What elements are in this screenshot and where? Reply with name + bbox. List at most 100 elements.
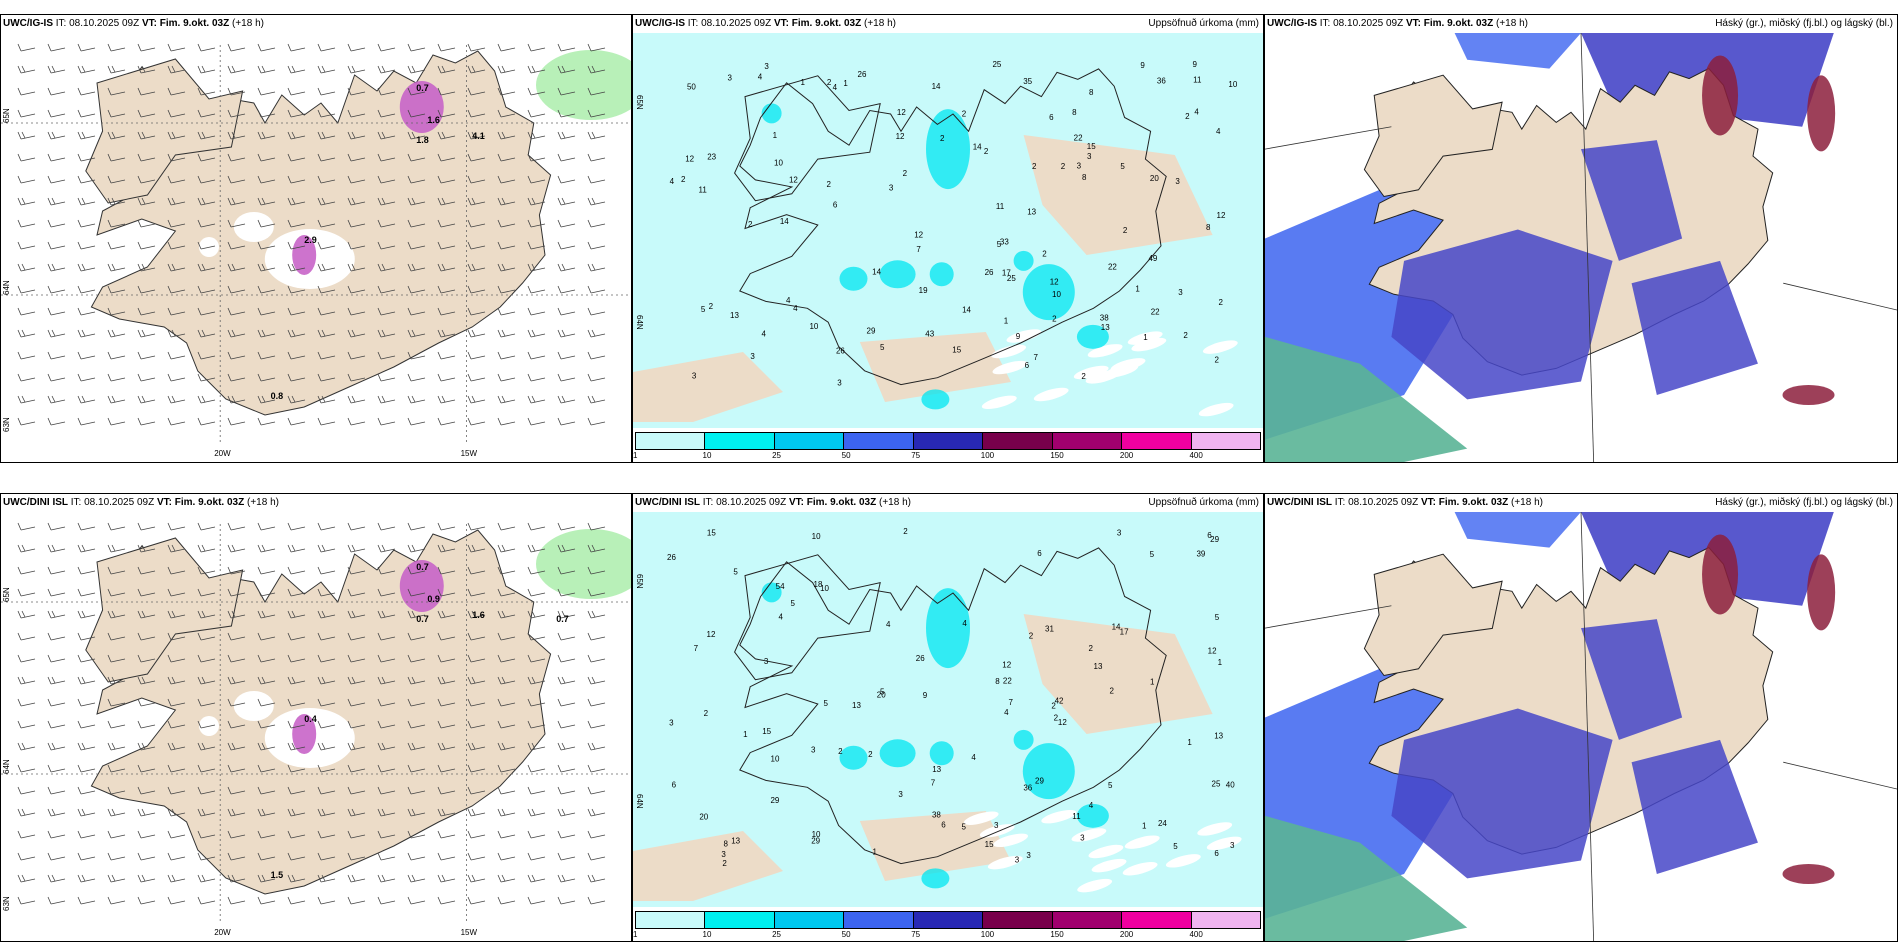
wind-barb-flag — [77, 720, 82, 729]
wind-barb — [110, 526, 126, 531]
precip-value-label: 8 — [1089, 88, 1094, 97]
wind-barb — [530, 91, 546, 96]
wind-barb-flag — [21, 808, 26, 816]
land-dry-area — [1023, 614, 1213, 734]
colorbar-label: 10 — [702, 451, 712, 460]
wind-barb-flag — [471, 65, 476, 73]
panel-header: UWC/IG-IS IT: 08.10.2025 09Z VT: Fim. 9.… — [1267, 18, 1528, 29]
wind-barb-flag — [107, 109, 112, 118]
wind-barb — [470, 69, 486, 74]
wind-barb-flag — [137, 566, 142, 575]
wind-barb-flag — [497, 764, 502, 773]
precip-value-label: 4 — [1089, 801, 1094, 810]
precip-value-label: 8 — [723, 840, 728, 849]
no-precip-gap — [1103, 364, 1139, 378]
precip-value-label: 5 — [1150, 550, 1155, 559]
wind-barb-flag — [497, 43, 502, 52]
wind-barb-flag — [167, 285, 172, 294]
wind-barb-flag — [227, 852, 232, 861]
wind-barb — [80, 333, 96, 338]
no-precip-gap — [987, 855, 1023, 870]
wind-barb-flag — [557, 131, 562, 140]
field-value-label: 1.5 — [271, 870, 284, 880]
wind-barb — [200, 179, 216, 184]
wind-barb — [350, 113, 366, 118]
wind-barb-flag — [257, 285, 262, 294]
wind-barb — [50, 834, 66, 839]
wind-barb-flag — [591, 131, 596, 139]
wind-barb-flag — [227, 43, 232, 52]
wind-barb-flag — [51, 329, 56, 337]
wind-barb-flag — [167, 329, 172, 338]
wind-barb — [500, 636, 516, 641]
wind-barb-flag — [377, 109, 382, 118]
precip-value-label: 12 — [1208, 647, 1217, 656]
wind-barb-flag — [557, 874, 562, 883]
wind-barb — [140, 526, 156, 531]
wind-barb — [320, 91, 336, 96]
wind-barb-flag — [467, 43, 472, 52]
wind-barb-flag — [197, 698, 202, 707]
colorbar-label: 150 — [1050, 930, 1064, 939]
wind-barb-flag — [77, 153, 82, 162]
wind-barb-flag — [587, 43, 592, 52]
precip-value-label: 3 — [764, 657, 769, 666]
wind-barb — [200, 878, 216, 883]
precip-value-label: 8 — [1082, 173, 1087, 182]
wind-barb-flag — [347, 373, 352, 382]
wind-barb — [290, 724, 306, 729]
wind-barb-flag — [317, 351, 322, 360]
wind-barb-flag — [287, 351, 292, 360]
westfjords-coastline — [734, 554, 881, 681]
wind-barb — [200, 201, 216, 206]
wind-barb — [170, 223, 186, 228]
wind-barb — [320, 333, 336, 338]
mid-cloud-area — [1391, 229, 1613, 400]
wind-barb-flag — [77, 654, 82, 663]
wind-barb — [290, 570, 306, 575]
wind-barb-flag — [17, 241, 22, 250]
wind-barb — [440, 113, 456, 118]
wind-barb-flag — [437, 632, 442, 641]
wind-barb — [410, 658, 426, 663]
precip-area-heavy — [929, 262, 954, 287]
wind-barb — [350, 47, 366, 52]
wind-barb-flag — [441, 808, 446, 816]
wind-barb-flag — [437, 153, 442, 162]
precip-value-label: 2 — [984, 147, 989, 156]
wind-barb-flag — [591, 676, 596, 684]
wind-barb-flag — [411, 808, 416, 816]
wind-barb-flag — [77, 175, 82, 184]
wind-barb-flag — [111, 395, 116, 403]
wind-barb — [230, 812, 246, 817]
no-precip-gap — [991, 344, 1027, 359]
wind-barb-flag — [497, 131, 502, 140]
wind-barb-flag — [587, 896, 592, 905]
wind-barb — [230, 157, 246, 162]
wind-barb-flag — [587, 175, 592, 184]
wind-barb — [290, 680, 306, 685]
wind-barb — [410, 91, 426, 96]
init-time-label: IT: — [702, 497, 714, 508]
wind-barb-flag — [437, 417, 442, 426]
wind-barb-flag — [141, 874, 146, 882]
wind-barb-flag — [407, 522, 412, 531]
wind-barb — [560, 267, 576, 272]
wind-barb-flag — [321, 742, 326, 750]
wind-barb — [290, 768, 306, 773]
wind-barb-flag — [377, 241, 382, 250]
wind-barb — [560, 900, 576, 905]
wind-barb — [320, 201, 336, 206]
wind-barb — [410, 636, 426, 641]
colorbar-label: 75 — [911, 451, 921, 460]
wind-barb — [590, 570, 606, 575]
wind-barb-flag — [527, 329, 532, 338]
precip-value-label: 3 — [889, 184, 894, 193]
precip-value-label: 9 — [1140, 61, 1145, 70]
wind-barb-flag — [321, 131, 326, 139]
precip-value-label: 5 — [961, 822, 966, 831]
precip-value-label: 5 — [1108, 781, 1113, 790]
precip-value-label: 29 — [1210, 535, 1219, 544]
wind-barb-flag — [527, 522, 532, 531]
wind-barb-flag — [531, 874, 536, 882]
